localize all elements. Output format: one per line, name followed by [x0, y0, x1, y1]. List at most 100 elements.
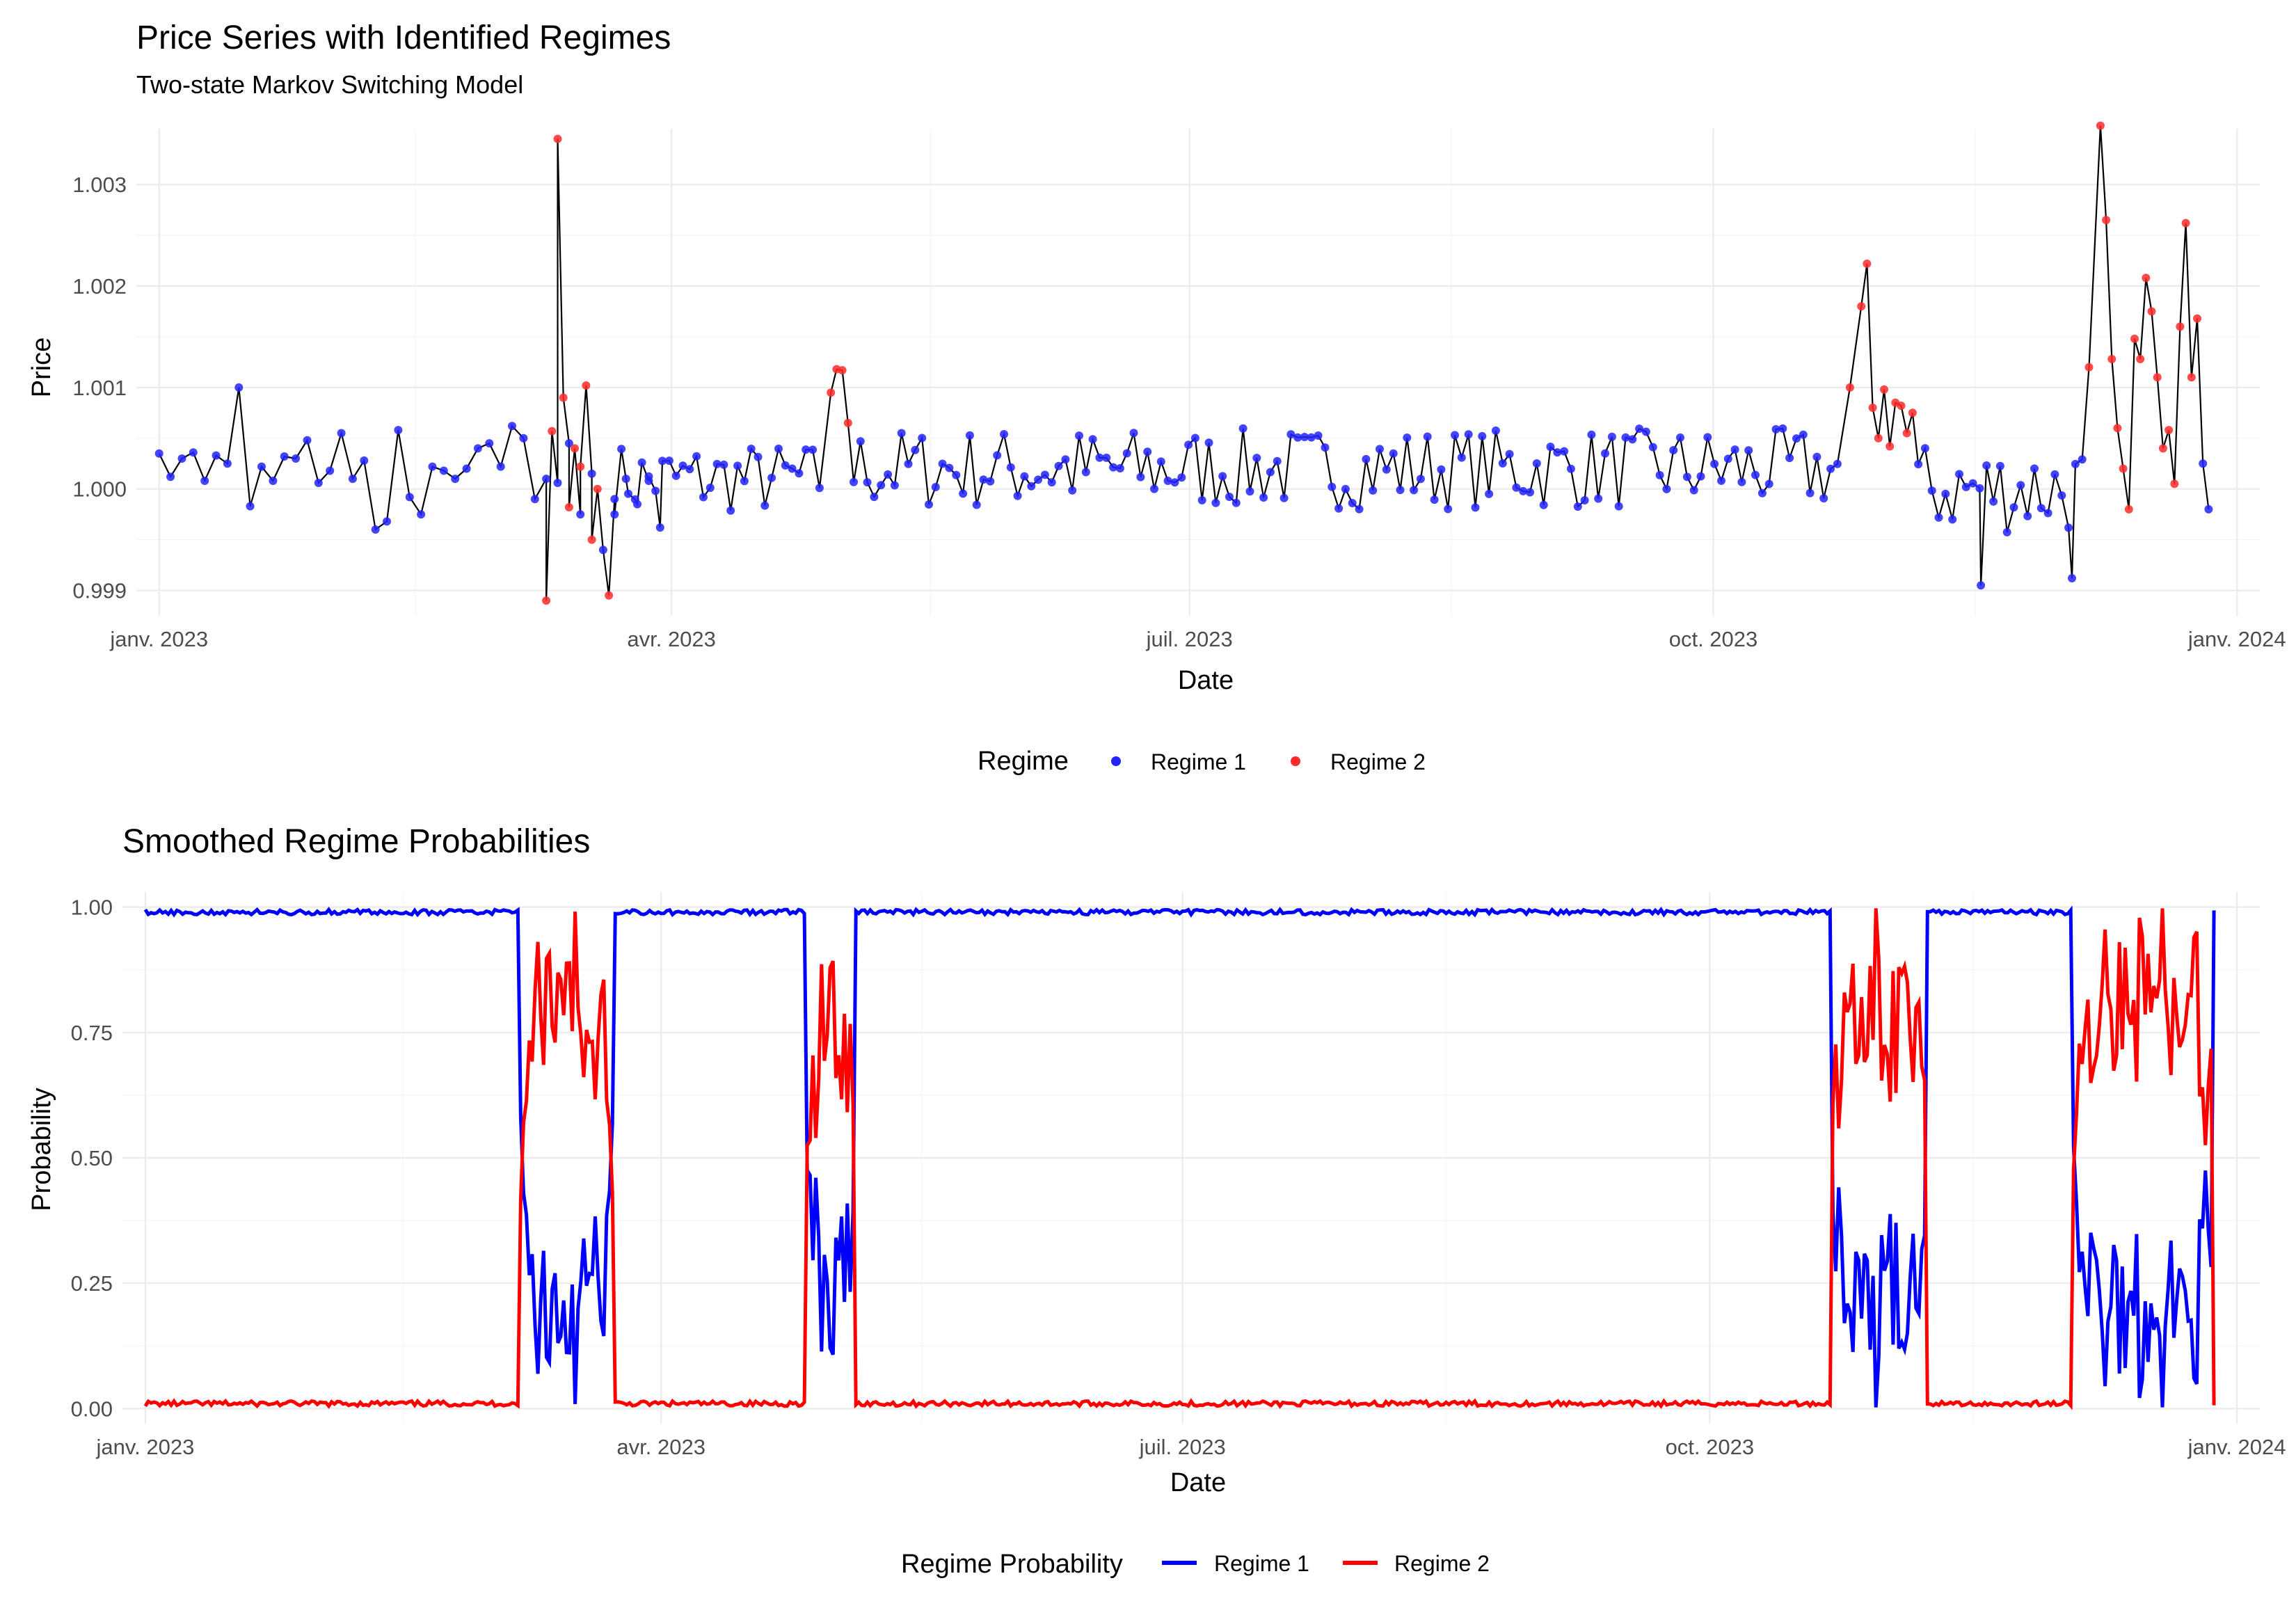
price-point-regime-1: [1478, 431, 1487, 440]
price-point-regime-2: [605, 591, 614, 600]
price-point-regime-1: [2016, 481, 2025, 490]
price-point-regime-1: [754, 452, 763, 461]
probability-legend-title: Regime Probability: [901, 1550, 1123, 1579]
price-point-regime-1: [1587, 430, 1596, 439]
price-point-regime-2: [542, 596, 551, 605]
price-point-regime-1: [405, 493, 414, 502]
price-point-regime-2: [559, 393, 568, 402]
price-point-regime-2: [2187, 373, 2196, 382]
probability-chart-x-tick-label: janv. 2023: [96, 1435, 195, 1459]
price-point-regime-1: [1027, 482, 1036, 491]
probability-chart-y-ticks: 0.00 0.25 0.50 0.75 1.00: [71, 896, 113, 1422]
price-point-regime-1: [1799, 430, 1808, 439]
price-point-regime-2: [2153, 373, 2162, 382]
price-point-regime-1: [993, 451, 1002, 460]
price-point-regime-1: [371, 525, 380, 534]
price-point-regime-1: [2204, 504, 2213, 514]
price-point-regime-2: [2193, 314, 2201, 323]
price-point-regime-1: [952, 470, 961, 479]
legend-regime-1-marker: [1111, 756, 1121, 766]
price-point-regime-2: [2147, 307, 2156, 316]
price-point-regime-1: [1505, 450, 1514, 459]
price-point-regime-2: [1908, 408, 1917, 417]
probability-chart-legend: Regime Probability Regime 1 Regime 2: [901, 1550, 1490, 1579]
price-chart-legend: Regime Regime 1 Regime 2: [978, 747, 1426, 776]
probability-chart-x-tick-label: avr. 2023: [616, 1435, 705, 1459]
probability-chart-y-axis-title: Probability: [27, 1088, 56, 1211]
price-point-regime-1: [1020, 472, 1029, 481]
price-chart-x-tick-label: juil. 2023: [1146, 627, 1233, 651]
price-point-regime-1: [726, 506, 735, 515]
price-point-regime-1: [1526, 488, 1534, 497]
price-point-regime-1: [671, 471, 680, 480]
price-points-layer: [154, 121, 2213, 605]
price-point-regime-2: [2107, 355, 2116, 363]
price-legend-title: Regime: [978, 747, 1069, 776]
price-point-regime-1: [1703, 433, 1712, 442]
price-point-regime-1: [2064, 523, 2073, 532]
price-point-regime-1: [1635, 424, 1644, 433]
price-point-regime-1: [1812, 452, 1821, 461]
price-point-regime-1: [1279, 493, 1289, 502]
price-point-regime-1: [542, 475, 551, 484]
price-point-regime-1: [326, 466, 335, 475]
price-point-regime-1: [348, 475, 357, 484]
legend-prob-regime-2-label: Regime 2: [1394, 1551, 1490, 1576]
price-point-regime-1: [280, 452, 289, 461]
price-point-regime-1: [177, 454, 186, 463]
price-point-regime-1: [1989, 497, 1998, 506]
price-point-regime-1: [1444, 504, 1453, 514]
price-point-regime-1: [564, 439, 573, 448]
price-point-regime-1: [850, 477, 858, 486]
price-point-regime-1: [154, 449, 164, 458]
price-point-regime-1: [1826, 464, 1835, 473]
price-point-regime-1: [1955, 470, 1963, 479]
price-point-regime-1: [808, 445, 818, 454]
price-point-regime-1: [1723, 454, 1732, 463]
price-point-regime-1: [1129, 429, 1138, 438]
price-point-regime-1: [417, 510, 426, 519]
probability-chart-x-axis-title: Date: [1170, 1468, 1226, 1497]
price-point-regime-2: [593, 484, 602, 493]
price-point-regime-2: [1845, 383, 1854, 392]
price-point-regime-2: [2136, 355, 2145, 363]
price-point-regime-1: [979, 475, 988, 484]
price-point-regime-1: [1225, 493, 1234, 501]
price-point-regime-1: [747, 445, 756, 453]
price-point-regime-1: [788, 464, 797, 473]
legend-prob-regime-1-label: Regime 1: [1214, 1551, 1309, 1576]
price-point-regime-1: [1682, 472, 1691, 482]
price-chart-y-tick-label: 1.002: [72, 274, 127, 299]
price-point-regime-1: [1088, 435, 1097, 444]
price-point-regime-1: [1000, 430, 1008, 438]
price-point-regime-1: [890, 481, 899, 490]
price-point-regime-1: [610, 510, 619, 519]
price-point-regime-2: [1863, 260, 1872, 268]
price-point-regime-2: [843, 418, 852, 427]
price-point-regime-1: [1614, 502, 1623, 511]
price-point-regime-1: [2068, 574, 2076, 582]
price-point-regime-1: [911, 445, 920, 454]
price-point-regime-1: [1498, 459, 1507, 468]
price-point-regime-1: [1238, 424, 1247, 433]
price-point-regime-2: [2084, 363, 2094, 372]
price-point-regime-2: [553, 134, 562, 143]
price-point-regime-1: [1669, 446, 1678, 454]
price-point-regime-1: [877, 481, 886, 490]
probability-chart-x-ticks: janv. 2023 avr. 2023 juil. 2023 oct. 2023 ja…: [96, 1435, 2286, 1459]
legend-regime-2-marker: [1291, 756, 1300, 766]
price-point-regime-1: [1485, 489, 1494, 498]
price-chart-y-tick-label: 1.001: [72, 376, 127, 400]
price-point-regime-1: [598, 546, 607, 555]
price-point-regime-1: [223, 459, 232, 468]
price-point-regime-1: [2009, 503, 2018, 512]
price-chart-title: Price Series with Identified Regimes: [136, 19, 671, 56]
price-point-regime-1: [2043, 509, 2052, 518]
price-point-regime-1: [1211, 498, 1220, 507]
probability-chart: Smoothed Regime Probabilities 0.000.250.…: [27, 823, 2286, 1579]
price-point-regime-1: [1095, 453, 1104, 462]
probability-chart-x-tick-label: oct. 2023: [1666, 1435, 1755, 1459]
price-point-regime-1: [1771, 424, 1780, 433]
